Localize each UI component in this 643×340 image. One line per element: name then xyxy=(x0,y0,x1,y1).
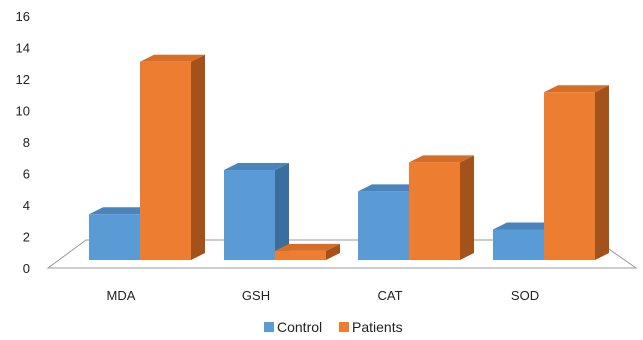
category-label: GSH xyxy=(242,288,270,303)
y-tick-label: 16 xyxy=(16,9,30,24)
y-tick-label: 2 xyxy=(23,230,30,245)
y-tick-label: 4 xyxy=(23,198,30,213)
bar-patients-gsh xyxy=(275,243,340,260)
legend-swatch xyxy=(339,322,349,332)
y-tick-label: 0 xyxy=(23,261,30,276)
legend-item-control: Control xyxy=(264,319,322,335)
legend-swatch xyxy=(264,322,274,332)
bar-control-gsh xyxy=(224,163,289,260)
y-tick-label: 10 xyxy=(16,104,30,119)
y-tick-label: 8 xyxy=(23,135,30,150)
y-tick-label: 14 xyxy=(16,41,30,56)
legend-item-patients: Patients xyxy=(339,319,403,335)
category-label: CAT xyxy=(377,288,402,303)
y-tick-label: 6 xyxy=(23,167,30,182)
category-label: MDA xyxy=(107,288,136,303)
bar-patients-sod xyxy=(544,85,609,260)
legend-label: Patients xyxy=(352,319,403,335)
bar-patients-cat xyxy=(409,155,474,260)
bar-patients-mda xyxy=(140,54,205,260)
legend-label: Control xyxy=(277,319,322,335)
category-label: SOD xyxy=(511,288,539,303)
y-tick-label: 12 xyxy=(16,72,30,87)
